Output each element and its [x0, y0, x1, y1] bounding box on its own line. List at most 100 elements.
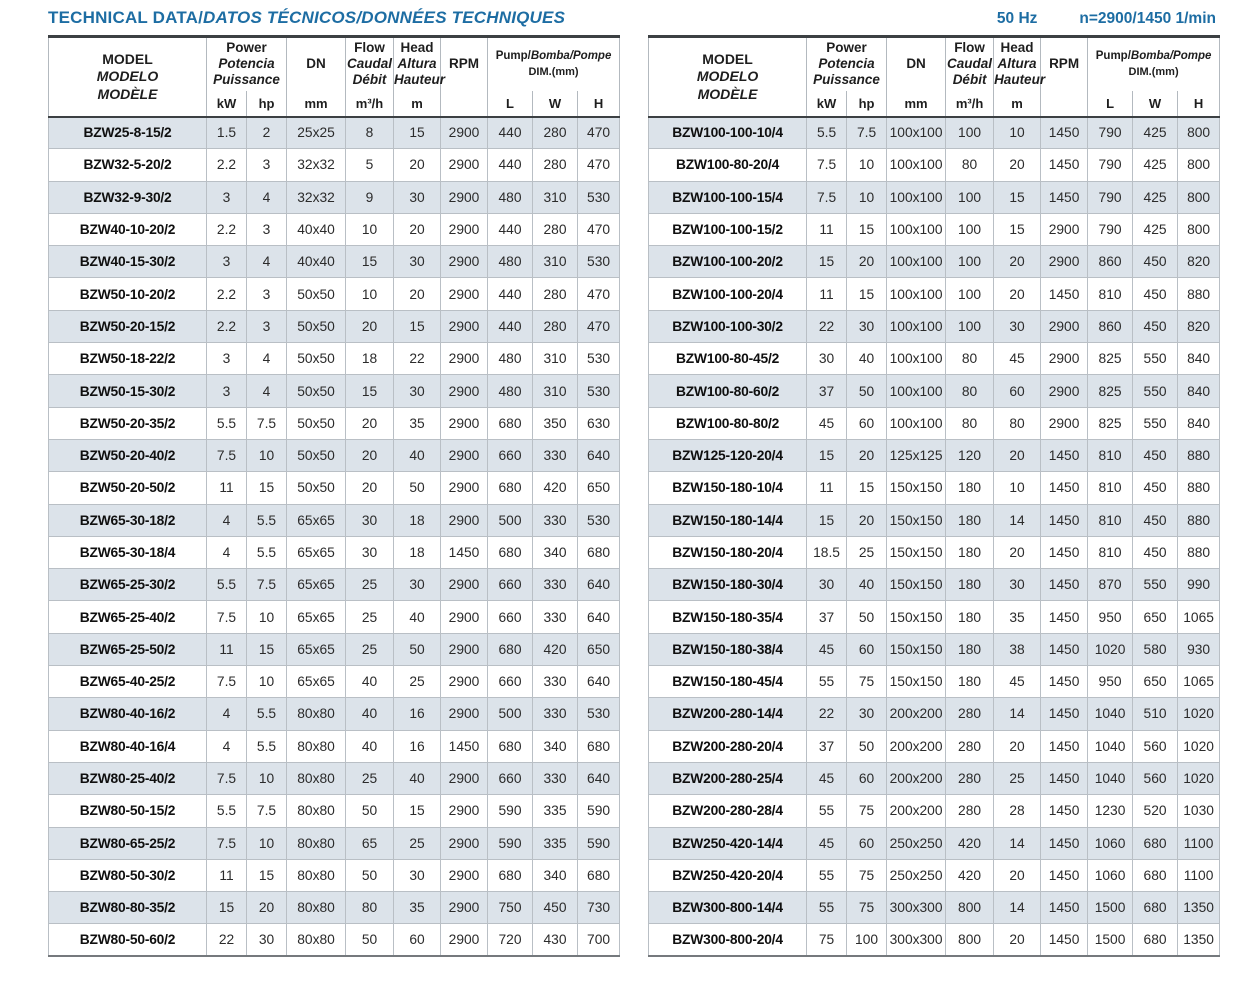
value-cell: 660: [487, 761, 534, 796]
value-cell: 15: [345, 245, 395, 279]
value-cell: 15: [206, 891, 247, 925]
value-cell: 14: [993, 697, 1042, 731]
value-cell: 100: [846, 923, 888, 957]
value-cell: 680: [487, 858, 534, 893]
table-row: BZW65-25-30/2 5.5 7.5 65x65 25 30 2900 660 330 64…: [48, 568, 621, 602]
value-cell: 1020: [1177, 697, 1221, 731]
value-cell: 480: [487, 374, 534, 408]
value-cell: 640: [577, 438, 621, 473]
model-cell: BZW50-10-20/2: [48, 277, 207, 311]
col-header-power: Power Potencia Puissance: [806, 36, 888, 91]
technical-table-left: MODEL MODELO MODÈLE Power Potencia Puiss…: [48, 35, 621, 958]
value-cell: 1065: [1177, 665, 1221, 699]
value-cell: 450: [1132, 471, 1179, 505]
value-cell: 340: [532, 535, 579, 570]
value-cell: 50x50: [286, 342, 347, 376]
value-cell: 7.5: [846, 115, 888, 150]
value-cell: 80: [945, 148, 995, 182]
value-cell: 180: [945, 503, 995, 537]
value-cell: 4: [206, 729, 247, 763]
model-cell: BZW80-40-16/4: [48, 729, 207, 763]
value-cell: 10: [846, 148, 888, 182]
value-cell: 790: [1087, 115, 1134, 150]
model-cell: BZW40-15-30/2: [48, 245, 207, 279]
value-cell: 20: [345, 309, 395, 344]
value-cell: 2900: [440, 761, 489, 796]
value-cell: 50x50: [286, 438, 347, 473]
value-cell: 180: [945, 568, 995, 602]
value-cell: 60: [846, 406, 888, 440]
page-title-en: TECHNICAL DATA/: [48, 8, 204, 27]
value-cell: 420: [945, 858, 995, 893]
model-cell: BZW40-10-20/2: [48, 212, 207, 247]
value-cell: 1020: [1177, 761, 1221, 796]
header-model-en: MODEL: [102, 50, 153, 67]
value-cell: 2900: [440, 406, 489, 440]
value-cell: 180: [945, 600, 995, 634]
value-cell: 5.5: [245, 729, 288, 763]
catalog-page: TECHNICAL DATA/DATOS TÉCNICOS/DONNÉES TE…: [48, 8, 1221, 958]
value-cell: 10: [846, 180, 888, 214]
model-cell: BZW50-18-22/2: [48, 342, 207, 376]
value-cell: 330: [532, 697, 579, 731]
value-cell: 520: [1132, 794, 1179, 828]
unit-flow: m³/h: [345, 90, 395, 117]
value-cell: 4: [206, 503, 247, 537]
value-cell: 80x80: [286, 697, 347, 731]
table-row: BZW150-180-38/4 45 60 150x150 180 38 1450 1020 5…: [648, 632, 1221, 667]
value-cell: 330: [532, 665, 579, 699]
value-cell: 1450: [1040, 665, 1089, 699]
value-cell: 1065: [1177, 600, 1221, 634]
value-cell: 35: [393, 406, 442, 440]
value-cell: 20: [345, 438, 395, 473]
table-row: BZW80-50-30/2 11 15 80x80 50 30 2900 680 340 680: [48, 858, 621, 893]
value-cell: 10: [993, 471, 1042, 505]
value-cell: 30: [993, 309, 1042, 344]
value-cell: 20: [993, 858, 1042, 893]
value-cell: 30: [393, 374, 442, 408]
value-cell: 55: [806, 794, 848, 828]
value-cell: 730: [577, 891, 621, 925]
header-flow-es: Caudal: [347, 56, 393, 72]
value-cell: 10: [245, 438, 288, 473]
table-row: BZW80-65-25/2 7.5 10 80x80 65 25 2900 590 335 590: [48, 826, 621, 860]
value-cell: 10: [245, 600, 288, 634]
value-cell: 7.5: [806, 148, 848, 182]
table-row: BZW150-180-14/4 15 20 150x150 180 14 1450 810 45…: [648, 503, 1221, 537]
value-cell: 15: [393, 309, 442, 344]
value-cell: 680: [577, 535, 621, 570]
value-cell: 1350: [1177, 923, 1221, 957]
model-cell: BZW100-100-20/2: [648, 245, 808, 279]
value-cell: 28: [993, 794, 1042, 828]
value-cell: 880: [1177, 535, 1221, 570]
model-cell: BZW100-80-80/2: [648, 406, 808, 440]
value-cell: 825: [1087, 374, 1134, 408]
value-cell: 310: [532, 342, 579, 376]
model-cell: BZW50-15-30/2: [48, 374, 207, 408]
value-cell: 750: [487, 891, 534, 925]
value-cell: 50: [345, 794, 395, 828]
table-row: BZW200-280-25/4 45 60 200x200 280 25 1450 1040 5…: [648, 761, 1221, 796]
value-cell: 2900: [440, 438, 489, 473]
header-power-es: Potencia: [218, 56, 275, 72]
col-header-dim: Pump/Bomba/Pompe DIM.(mm): [487, 36, 621, 91]
value-cell: 880: [1177, 438, 1221, 473]
value-cell: 3: [245, 277, 288, 311]
value-cell: 32x32: [286, 148, 347, 182]
unit-hp: hp: [846, 90, 888, 117]
value-cell: 590: [577, 826, 621, 860]
col-header-power: Power Potencia Puissance: [205, 36, 288, 91]
header-head-es: Altura: [397, 56, 437, 72]
model-cell: BZW100-80-60/2: [648, 374, 808, 408]
value-cell: 335: [532, 794, 579, 828]
table-row: BZW200-280-14/4 22 30 200x200 280 14 1450 1040 5…: [648, 697, 1221, 731]
table-row: BZW300-800-20/4 75 100 300x300 800 20 1450 1500…: [648, 923, 1221, 957]
value-cell: 65x65: [286, 535, 347, 570]
value-cell: 680: [577, 858, 621, 893]
value-cell: 100: [945, 212, 995, 247]
value-cell: 810: [1087, 438, 1134, 473]
value-cell: 3: [206, 374, 247, 408]
value-cell: 100x100: [886, 309, 947, 344]
value-cell: 30: [993, 568, 1042, 602]
value-cell: 40x40: [286, 212, 347, 247]
